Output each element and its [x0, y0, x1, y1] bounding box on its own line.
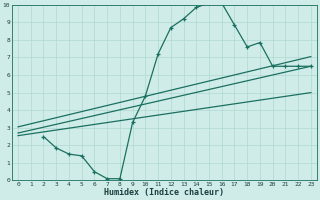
- X-axis label: Humidex (Indice chaleur): Humidex (Indice chaleur): [104, 188, 224, 197]
